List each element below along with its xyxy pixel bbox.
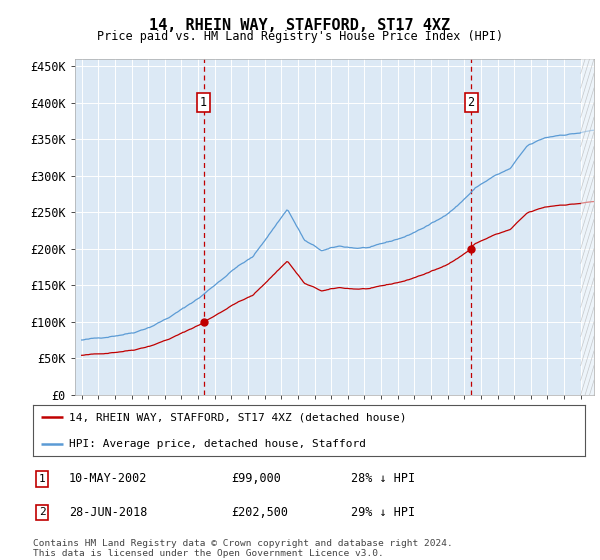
Text: 10-MAY-2002: 10-MAY-2002 [69, 472, 148, 486]
Text: £202,500: £202,500 [231, 506, 288, 519]
Polygon shape [581, 59, 594, 395]
Text: 28% ↓ HPI: 28% ↓ HPI [351, 472, 415, 486]
Text: Contains HM Land Registry data © Crown copyright and database right 2024.
This d: Contains HM Land Registry data © Crown c… [33, 539, 453, 558]
Text: 2: 2 [467, 96, 475, 109]
Text: £99,000: £99,000 [231, 472, 281, 486]
Text: 14, RHEIN WAY, STAFFORD, ST17 4XZ (detached house): 14, RHEIN WAY, STAFFORD, ST17 4XZ (detac… [69, 412, 406, 422]
Text: Price paid vs. HM Land Registry's House Price Index (HPI): Price paid vs. HM Land Registry's House … [97, 30, 503, 43]
Text: 14, RHEIN WAY, STAFFORD, ST17 4XZ: 14, RHEIN WAY, STAFFORD, ST17 4XZ [149, 18, 451, 33]
Text: 2: 2 [38, 507, 46, 517]
Text: 1: 1 [200, 96, 207, 109]
Text: 29% ↓ HPI: 29% ↓ HPI [351, 506, 415, 519]
Text: 28-JUN-2018: 28-JUN-2018 [69, 506, 148, 519]
Text: 1: 1 [38, 474, 46, 484]
Text: HPI: Average price, detached house, Stafford: HPI: Average price, detached house, Staf… [69, 439, 366, 449]
